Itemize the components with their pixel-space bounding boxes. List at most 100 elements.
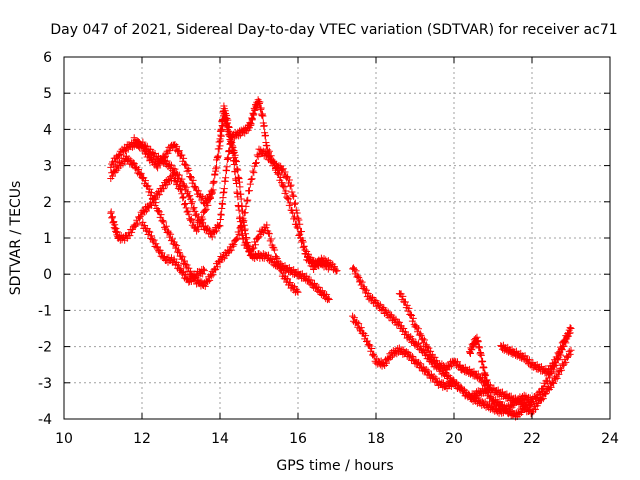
- data-point: [271, 259, 279, 267]
- chart-title: Day 047 of 2021, Sidereal Day-to-day VTE…: [50, 22, 617, 38]
- data-point: [246, 180, 254, 188]
- data-point: [154, 164, 162, 172]
- data-point: [165, 229, 173, 237]
- data-point: [180, 160, 188, 168]
- data-point: [563, 335, 571, 343]
- data-point: [296, 220, 304, 228]
- data-point: [294, 288, 302, 296]
- data-point: [257, 104, 265, 112]
- data-point: [187, 215, 195, 223]
- data-point: [477, 396, 485, 404]
- data-point: [159, 217, 167, 225]
- data-point: [141, 208, 149, 216]
- data-point: [229, 242, 237, 250]
- data-point: [255, 145, 263, 153]
- data-point: [169, 164, 177, 172]
- data-point: [236, 183, 244, 191]
- data-point: [333, 267, 341, 275]
- data-point: [230, 241, 238, 249]
- data-point: [200, 200, 208, 208]
- data-point: [291, 213, 299, 221]
- data-point: [265, 251, 273, 259]
- y-tick-label: -4: [38, 412, 52, 428]
- data-point: [279, 182, 287, 190]
- data-point: [324, 294, 332, 302]
- data-point: [182, 183, 190, 191]
- data-point: [259, 147, 267, 155]
- data-point: [200, 265, 208, 273]
- data-point: [539, 395, 547, 403]
- x-axis-label: GPS time / hours: [276, 458, 393, 474]
- data-point: [178, 151, 186, 159]
- data-point: [284, 194, 292, 202]
- data-point: [160, 218, 168, 226]
- data-point: [185, 210, 193, 218]
- data-point: [307, 276, 315, 284]
- data-point: [194, 187, 202, 195]
- data-point: [292, 206, 300, 214]
- data-point: [425, 344, 433, 352]
- series-track-i: [466, 333, 493, 395]
- data-point: [280, 183, 288, 191]
- data-point: [201, 206, 209, 214]
- data-point: [545, 368, 553, 376]
- data-point: [235, 206, 243, 214]
- data-point: [242, 127, 250, 135]
- data-point: [215, 138, 223, 146]
- data-point: [189, 176, 197, 184]
- data-point: [190, 204, 198, 212]
- data-point: [474, 370, 482, 378]
- data-point: [567, 346, 575, 354]
- data-point: [282, 187, 290, 195]
- data-point: [177, 265, 185, 273]
- data-point: [547, 383, 555, 391]
- data-point: [531, 405, 539, 413]
- data-point: [252, 159, 260, 167]
- data-point: [352, 267, 360, 275]
- data-point: [365, 340, 373, 348]
- data-point: [158, 249, 166, 257]
- data-point: [557, 346, 565, 354]
- data-point: [216, 135, 224, 143]
- data-point: [225, 123, 233, 131]
- y-axis-label: SDTVAR / TECUs: [8, 181, 24, 296]
- y-tick-label: -2: [38, 340, 52, 356]
- data-point: [128, 143, 136, 151]
- data-point: [109, 172, 117, 180]
- data-point: [147, 145, 155, 153]
- y-tick-label: 2: [43, 195, 52, 211]
- data-point: [477, 351, 485, 359]
- data-point: [303, 272, 311, 280]
- data-point: [325, 296, 333, 304]
- data-point: [130, 134, 138, 142]
- data-point: [134, 219, 142, 227]
- data-point: [168, 235, 176, 243]
- data-point: [179, 253, 187, 261]
- data-point: [182, 204, 190, 212]
- data-point: [479, 358, 487, 366]
- data-point: [175, 171, 183, 179]
- data-point: [201, 282, 209, 290]
- data-point: [254, 234, 262, 242]
- data-point: [162, 222, 170, 230]
- data-point: [553, 374, 561, 382]
- data-point: [286, 182, 294, 190]
- data-point: [184, 207, 192, 215]
- data-point: [323, 291, 331, 299]
- data-point: [217, 125, 225, 133]
- data-point: [267, 235, 275, 243]
- data-point: [528, 401, 536, 409]
- data-point: [520, 391, 528, 399]
- y-tick-label: -1: [38, 303, 52, 319]
- data-point: [427, 347, 435, 355]
- data-point: [414, 358, 422, 366]
- data-point: [287, 181, 295, 189]
- data-point: [247, 251, 255, 259]
- data-point: [408, 353, 416, 361]
- data-point: [279, 269, 287, 277]
- data-point: [262, 131, 269, 139]
- data-point: [498, 342, 506, 350]
- data-point: [167, 161, 175, 169]
- data-point: [189, 218, 197, 226]
